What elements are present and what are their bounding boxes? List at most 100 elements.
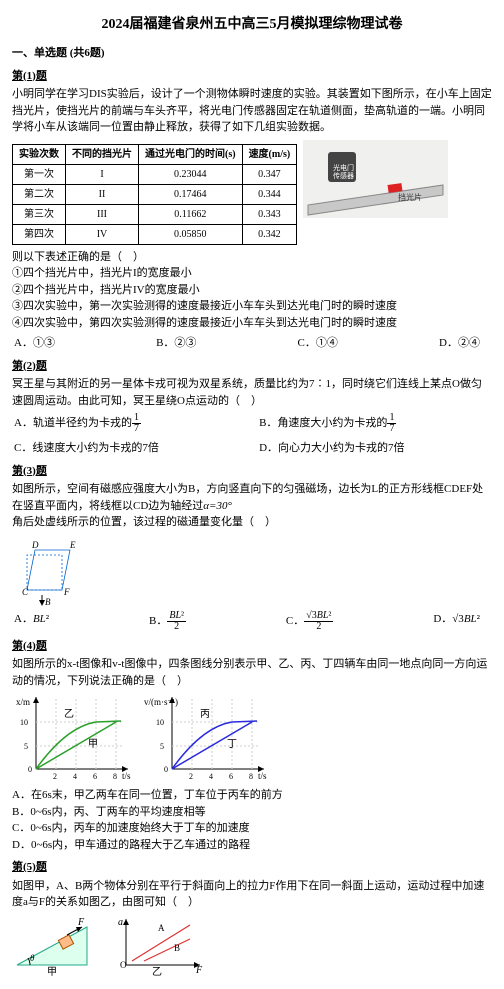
opt-c: C．0~6s内，丙车的加速度始终大于丁车的加速度: [12, 820, 492, 837]
cell: 第四次: [13, 224, 66, 244]
den: 2: [304, 622, 333, 632]
q1-after: 则以下表述正确的是（ ）: [12, 249, 492, 266]
svg-text:甲: 甲: [88, 739, 98, 750]
svg-text:F: F: [77, 917, 85, 928]
opt-text: 0~6s内，甲车通过的路程大于乙车通过的路程: [31, 839, 250, 851]
svg-text:B: B: [174, 943, 180, 953]
cell: 0.23044: [139, 164, 243, 184]
opt-a: A．轨道半径约为卡戎的17: [14, 413, 229, 434]
q3-label: 第(3)题: [12, 463, 47, 480]
q1-table: 实验次数 不同的挡光片 通过光电门的时间(s) 速度(m/s) 第一次I0.23…: [12, 144, 297, 245]
opt-text: 线速度大小约为卡戎的7倍: [32, 442, 159, 454]
opt-text: 角速度大小约为卡戎的: [277, 417, 387, 429]
angle: α=30°: [203, 500, 232, 512]
svg-text:F: F: [195, 965, 203, 976]
q4-chart-vt: 丙 丁 v/(m·s⁻¹) t/s 0 510 2468: [142, 693, 272, 783]
q4-options: A．在6s末，甲乙两车在同一位置，丁车位于丙车的前方 B．0~6s内，丙、丁两车…: [12, 787, 492, 853]
svg-text:O: O: [120, 960, 127, 970]
opt-b: B．②③: [156, 335, 196, 352]
opt-d: D．0~6s内，甲车通过的路程大于乙车通过的路程: [12, 837, 492, 854]
svg-text:v/(m·s⁻¹): v/(m·s⁻¹): [144, 697, 178, 707]
svg-text:乙: 乙: [64, 708, 74, 720]
opt-a: A．在6s末，甲乙两车在同一位置，丁车位于丙车的前方: [12, 787, 492, 804]
svg-text:5: 5: [160, 742, 164, 751]
num: BL²: [167, 611, 186, 622]
question-1: 第(1)题 小明同学在学习DIS实验后，设计了一个测物体瞬时速度的实验。其装置如…: [12, 68, 492, 352]
q1-label: 第(1)题: [12, 68, 47, 85]
svg-text:t/s: t/s: [258, 771, 267, 781]
question-2: 第(2)题 冥王星与其附近的另一星体卡戎可视为双星系统，质量比约为7∶1，同时绕…: [12, 358, 492, 457]
q4-chart-xt: 乙 甲 x/m t/s 0 510 2468: [12, 693, 132, 783]
th: 速度(m/s): [242, 144, 297, 164]
num: √3BL²: [304, 611, 333, 622]
frac: BL²2: [167, 611, 186, 632]
cell: 0.05850: [139, 224, 243, 244]
cell: IV: [66, 224, 139, 244]
svg-text:挡光片: 挡光片: [398, 192, 422, 202]
svg-text:E: E: [69, 540, 76, 550]
svg-text:8: 8: [113, 772, 117, 781]
svg-text:4: 4: [209, 772, 213, 781]
opt-a: A．BL²: [14, 611, 49, 632]
svg-text:4: 4: [73, 772, 77, 781]
den: 7: [132, 424, 141, 434]
cell: 0.343: [242, 204, 297, 224]
question-3: 第(3)题 如图所示，空间有磁感应强度大小为B，方向竖直向下的匀强磁场，边长为L…: [12, 463, 492, 632]
cell: 第三次: [13, 204, 66, 224]
opt-d: D．②④: [439, 335, 480, 352]
svg-text:光电门: 光电门: [333, 163, 354, 172]
svg-text:丙: 丙: [200, 709, 210, 720]
q1-options: A．①③ B．②③ C．①④ D．②④: [14, 335, 480, 352]
cell: 0.347: [242, 164, 297, 184]
svg-text:10: 10: [156, 718, 164, 727]
cell: 第一次: [13, 164, 66, 184]
opt-text: √3BL²: [452, 613, 480, 625]
stem-part1: 如图所示，空间有磁感应强度大小为B，方向竖直向下的匀强磁场，边长为L的正方形线框…: [12, 483, 483, 512]
cell: I: [66, 164, 139, 184]
q2-options: A．轨道半径约为卡戎的17 B．角速度大小约为卡戎的17 C．线速度大小约为卡戎…: [14, 413, 492, 457]
svg-text:8: 8: [249, 772, 253, 781]
svg-text:6: 6: [93, 772, 97, 781]
label: 甲: [47, 967, 57, 977]
q1-apparatus-image: 光电门 传感器 挡光片: [303, 140, 448, 218]
opt-text: 0~6s内，丙车的加速度始终大于丁车的加速度: [30, 822, 249, 834]
opt-text: ①④: [316, 337, 338, 349]
svg-text:5: 5: [24, 742, 28, 751]
q5-figures: F θ 甲 A B a F O 乙: [12, 915, 492, 977]
q1-stem: 小明同学在学习DIS实验后，设计了一个测物体瞬时速度的实验。其装置如下图所示，在…: [12, 86, 492, 136]
svg-text:t/s: t/s: [122, 771, 131, 781]
question-5: 第(5)题 如图甲，A、B两个物体分别在平行于斜面向上的拉力F作用下在同一斜面上…: [12, 859, 492, 977]
opt-text: ②④: [458, 337, 480, 349]
stem-part2: 角后处虚线所示的位置，该过程的磁通量变化量（ ）: [12, 516, 276, 528]
svg-text:6: 6: [229, 772, 233, 781]
opt-text: 0~6s内，丙、丁两车的平均速度相等: [30, 806, 205, 818]
q2-stem: 冥王星与其附近的另一星体卡戎可视为双星系统，质量比约为7∶1，同时绕它们连线上某…: [12, 376, 492, 409]
opt-text: BL²: [33, 613, 49, 625]
q4-stem: 如图所示的x-t图像和v-t图像中，四条图线分别表示甲、乙、丙、丁四辆车由同一地…: [12, 656, 492, 689]
th: 通过光电门的时间(s): [139, 144, 243, 164]
q5-stem: 如图甲，A、B两个物体分别在平行于斜面向上的拉力F作用下在同一斜面上运动，运动过…: [12, 878, 492, 911]
opt-text: 向心力大小约为卡戎的7倍: [278, 442, 405, 454]
q2-label: 第(2)题: [12, 358, 47, 375]
svg-text:a: a: [118, 917, 123, 928]
opt-text: 轨道半径约为卡戎的: [33, 417, 132, 429]
question-4: 第(4)题 如图所示的x-t图像和v-t图像中，四条图线分别表示甲、乙、丙、丁四…: [12, 638, 492, 854]
cell: III: [66, 204, 139, 224]
opt-text: ①③: [33, 337, 55, 349]
th: 实验次数: [13, 144, 66, 164]
opt-c: C．线速度大小约为卡戎的7倍: [14, 440, 229, 457]
q3-options: A．BL² B．BL²2 C．√3BL²2 D．√3BL²: [14, 611, 480, 632]
cell: 第二次: [13, 184, 66, 204]
q1-line4: ④四次实验中，第四次实验测得的速度最接近小车车头到达光电门时的瞬时速度: [12, 315, 492, 332]
svg-text:2: 2: [53, 772, 57, 781]
svg-text:A: A: [158, 923, 165, 933]
cell: 0.11662: [139, 204, 243, 224]
svg-text:F: F: [63, 587, 70, 597]
frac: 17: [387, 413, 396, 434]
opt-c: C．√3BL²2: [286, 611, 334, 632]
opt-b: B．角速度大小约为卡戎的17: [259, 413, 474, 434]
frac: 17: [132, 413, 141, 434]
q1-line1: ①四个挡光片中，挡光片I的宽度最小: [12, 265, 492, 282]
section-heading: 一、单选题 (共6题): [12, 45, 492, 62]
opt-b: B．BL²2: [149, 611, 186, 632]
